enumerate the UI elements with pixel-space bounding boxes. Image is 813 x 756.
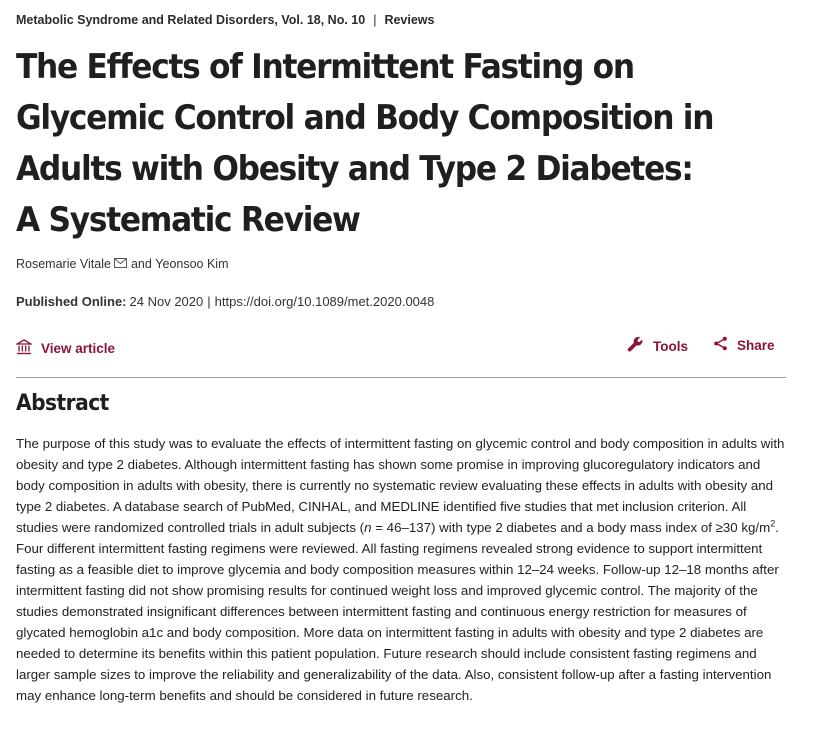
published-separator: |	[207, 294, 211, 309]
tools-button[interactable]: Tools	[627, 336, 688, 356]
abstract-heading: Abstract	[16, 391, 109, 416]
journal-meta: Metabolic Syndrome and Related Disorders…	[16, 13, 434, 27]
journal-volume[interactable]: Vol. 18, No. 10	[281, 13, 366, 27]
view-article-button[interactable]: View article	[14, 339, 116, 358]
share-button[interactable]: Share	[713, 336, 775, 354]
institution-icon	[14, 339, 41, 358]
author-conjunction: and	[130, 257, 152, 271]
abstract-body: The purpose of this study was to evaluat…	[16, 433, 788, 706]
abstract-text-part-2: = 46–137) with type 2 diabetes and a bod…	[371, 520, 771, 535]
tools-label: Tools	[653, 338, 688, 354]
doi-link[interactable]: https://doi.org/10.1089/met.2020.0048	[214, 294, 435, 309]
section-link[interactable]: Reviews	[384, 13, 435, 27]
published-label: Published Online:	[16, 294, 127, 309]
article-toolbar: View article Tools Share	[14, 336, 786, 360]
journal-name[interactable]: Metabolic Syndrome and Related Disorders…	[16, 13, 278, 27]
abstract-text-part-1: The purpose of this study was to evaluat…	[16, 436, 785, 535]
share-icon	[713, 336, 737, 354]
article-title: The Effects of Intermittent Fasting on G…	[16, 47, 714, 240]
publication-info: Published Online: 24 Nov 2020 | https://doi…	[16, 294, 434, 309]
published-date: 24 Nov 2020	[129, 294, 204, 309]
author-list: Rosemarie Vitale and Yeonsoo Kim	[16, 257, 229, 271]
share-label: Share	[737, 337, 775, 353]
envelope-icon[interactable]	[113, 257, 127, 271]
view-article-label: View article	[41, 341, 116, 356]
section-divider	[16, 377, 786, 378]
sample-size-symbol: n	[364, 520, 372, 535]
meta-separator: |	[373, 13, 377, 27]
wrench-icon	[627, 336, 653, 356]
author-yeonsoo-kim[interactable]: Yeonsoo Kim	[155, 257, 229, 271]
abstract-text-part-3: . Four different intermittent fasting re…	[16, 520, 779, 703]
bmi-unit-exponent: 2	[770, 518, 776, 529]
author-rosemarie-vitale[interactable]: Rosemarie Vitale	[16, 257, 111, 271]
